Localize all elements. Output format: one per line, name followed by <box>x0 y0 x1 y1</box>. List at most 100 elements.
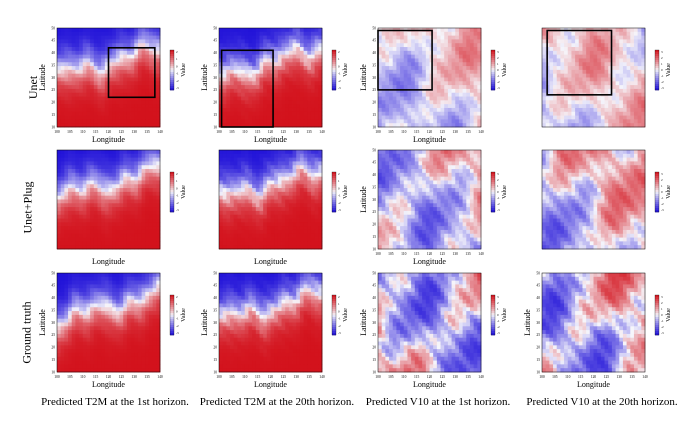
heatmap-cell <box>458 28 464 33</box>
heatmap-cell <box>244 43 249 48</box>
heatmap-cell <box>148 73 154 78</box>
heatmap-cell <box>586 115 591 120</box>
colorbar-segment <box>332 196 336 199</box>
colorbar-segment <box>655 50 659 53</box>
heatmap-cell <box>619 54 624 59</box>
heatmap-cell <box>597 104 602 109</box>
heatmap-cell <box>90 88 95 94</box>
heatmap-cell <box>219 31 224 37</box>
heatmap-cell <box>90 157 95 162</box>
heatmap-cell <box>469 184 475 189</box>
colorbar-segment <box>655 64 659 67</box>
heatmap-cell <box>473 96 478 101</box>
heatmap-cell <box>71 191 76 197</box>
heatmap-cell <box>57 150 62 155</box>
heatmap-cell <box>586 100 591 105</box>
heatmap-cell <box>633 100 639 105</box>
heatmap-cell <box>378 115 383 120</box>
colorbar-segment <box>655 52 659 55</box>
heatmap-cell <box>477 39 482 44</box>
heatmap-cell <box>303 195 308 200</box>
heatmap-cell <box>60 47 65 52</box>
heatmap-cell <box>630 111 635 116</box>
heatmap-cell <box>137 210 143 216</box>
heatmap-cell <box>425 195 430 200</box>
heatmap-cell <box>112 39 117 44</box>
heatmap-cell <box>222 218 227 223</box>
heatmap-cell <box>97 157 102 162</box>
heatmap-cell <box>429 119 434 124</box>
heatmap-cell <box>318 39 323 44</box>
heatmap-cell <box>299 92 305 97</box>
heatmap-cell <box>90 218 95 223</box>
heatmap-cell <box>137 218 143 223</box>
heatmap-cell <box>589 107 594 113</box>
heatmap-cell <box>86 188 91 193</box>
heatmap-cell <box>230 165 235 170</box>
heatmap-cell <box>134 62 139 67</box>
heatmap-cell <box>101 35 106 40</box>
y-tick-label: 10 <box>372 125 376 129</box>
heatmap-cell <box>318 233 323 238</box>
heatmap-cell <box>112 100 117 105</box>
heatmap-cell <box>230 35 235 40</box>
heatmap-cell <box>237 43 242 48</box>
heatmap-cell <box>226 50 231 56</box>
heatmap-cell <box>79 107 84 113</box>
heatmap-cell <box>141 172 146 178</box>
heatmap-cell <box>303 77 308 82</box>
heatmap-cell <box>82 157 87 162</box>
heatmap-cell <box>589 47 594 52</box>
heatmap-cell <box>101 210 106 216</box>
heatmap-cell <box>266 233 271 238</box>
heatmap-cell <box>75 100 80 105</box>
heatmap-cell <box>542 107 547 113</box>
heatmap-cell <box>455 115 460 120</box>
heatmap-cell <box>252 188 257 193</box>
heatmap-cell <box>237 157 242 162</box>
heatmap-cell <box>108 226 113 231</box>
heatmap-cell <box>385 115 390 120</box>
heatmap-cell <box>389 77 394 82</box>
heatmap-cell <box>64 207 69 212</box>
heatmap-cell <box>425 157 430 162</box>
heatmap-cell <box>593 31 598 37</box>
heatmap-cell <box>411 150 416 155</box>
heatmap-cell <box>422 115 427 120</box>
heatmap-cell <box>396 69 401 75</box>
heatmap-cell <box>248 195 253 200</box>
heatmap-cell <box>230 241 235 246</box>
heatmap-cell <box>148 222 154 227</box>
heatmap-cell <box>411 69 416 75</box>
heatmap-cell <box>542 73 547 78</box>
heatmap-cell <box>578 88 583 94</box>
heatmap-cell <box>571 119 576 124</box>
heatmap-cell <box>466 31 471 37</box>
heatmap-cell <box>626 88 631 94</box>
heatmap-cell <box>148 85 154 90</box>
heatmap-cell <box>567 66 572 71</box>
heatmap-cell <box>60 31 65 37</box>
heatmap-cell <box>560 50 565 56</box>
heatmap-cell <box>285 210 290 216</box>
heatmap-cell <box>148 54 154 59</box>
heatmap-cell <box>123 165 128 170</box>
heatmap-cell <box>145 31 150 37</box>
heatmap-cell <box>597 96 602 101</box>
heatmap-cell <box>266 157 271 162</box>
heatmap-cell <box>307 31 312 37</box>
heatmap-cell <box>310 241 316 246</box>
heatmap-cell <box>553 85 558 90</box>
heatmap-cell <box>597 123 602 128</box>
heatmap-cell <box>152 233 157 238</box>
heatmap-cell <box>318 188 323 193</box>
heatmap-cell <box>263 226 268 231</box>
heatmap-cell <box>93 88 98 94</box>
heatmap-cell <box>241 54 246 59</box>
heatmap-cell <box>288 191 293 197</box>
colorbar-segment <box>332 50 336 53</box>
heatmap-cell <box>233 195 238 200</box>
heatmap-cell <box>429 123 434 128</box>
heatmap-cell <box>381 157 386 162</box>
heatmap-cell <box>277 229 282 235</box>
